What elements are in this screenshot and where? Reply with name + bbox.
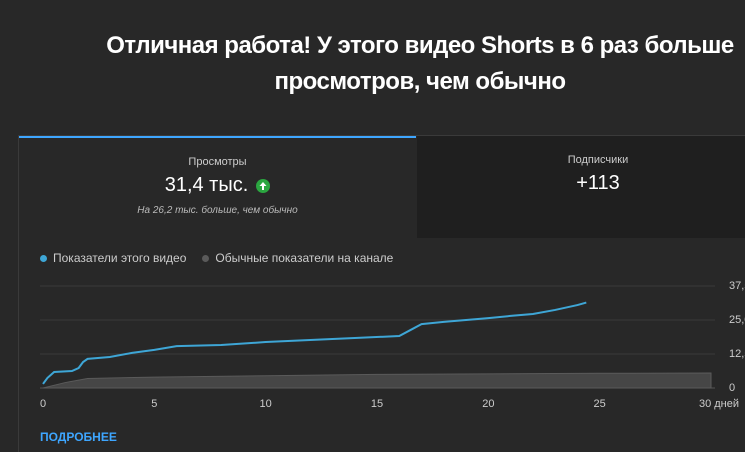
metric-label: Подписчики [567, 154, 629, 166]
metric-note: На 26,2 тыс. больше, чем обычно [137, 205, 298, 216]
legend-item: Показатели этого видео [40, 251, 186, 265]
metric-label: Просмотры [188, 156, 247, 168]
more-link[interactable]: ПОДРОБНЕЕ [40, 430, 117, 444]
x-tick-label: 0 [40, 398, 46, 410]
legend-dot [202, 254, 210, 262]
chart: 0 12,5 тыс. 25,0 тыс. 37,5 тыс. 0 5 10 15 20 25 30… [40, 280, 745, 410]
up-icon [256, 178, 271, 193]
card: Просмотры 31,4 тыс. На 26,2 тыс. больше,… [18, 135, 745, 452]
x-tick-label: 30 дней [699, 398, 739, 410]
legend: Показатели этого видео Обычные показател… [40, 251, 393, 265]
views-tab[interactable]: Просмотры 31,4 тыс. На 26,2 тыс. больше,… [19, 136, 416, 238]
y-tick-label: 0 [729, 382, 735, 394]
y-tick-label: 25,0 тыс. [729, 314, 745, 326]
x-tick-label: 5 [151, 398, 157, 410]
views-line [42, 301, 587, 385]
legend-item: Обычные показатели на канале [202, 251, 393, 265]
y-tick-label: 12,5 тыс. [729, 348, 745, 360]
metric-value-text: 31,4 тыс. [164, 174, 249, 196]
typical-area [42, 372, 712, 389]
legend-label: Обычные показатели на канале [215, 251, 394, 265]
metric-value: +113 [576, 172, 620, 194]
y-tick-label: 37,5 тыс. [729, 280, 745, 292]
subs-tab[interactable]: Подписчики +113 [417, 136, 745, 238]
title-line: Отличная работа! У этого видео Shorts в … [106, 32, 734, 59]
x-tick-label: 10 [260, 398, 272, 410]
x-tick-label: 15 [371, 398, 383, 410]
x-tick-label: 25 [594, 398, 606, 410]
title-line: просмотров, чем обычно [274, 68, 566, 95]
legend-label: Показатели этого видео [53, 251, 187, 265]
legend-dot [40, 254, 47, 262]
metric-value: 31,4 тыс. [165, 174, 271, 197]
x-tick-label: 20 [482, 398, 494, 410]
